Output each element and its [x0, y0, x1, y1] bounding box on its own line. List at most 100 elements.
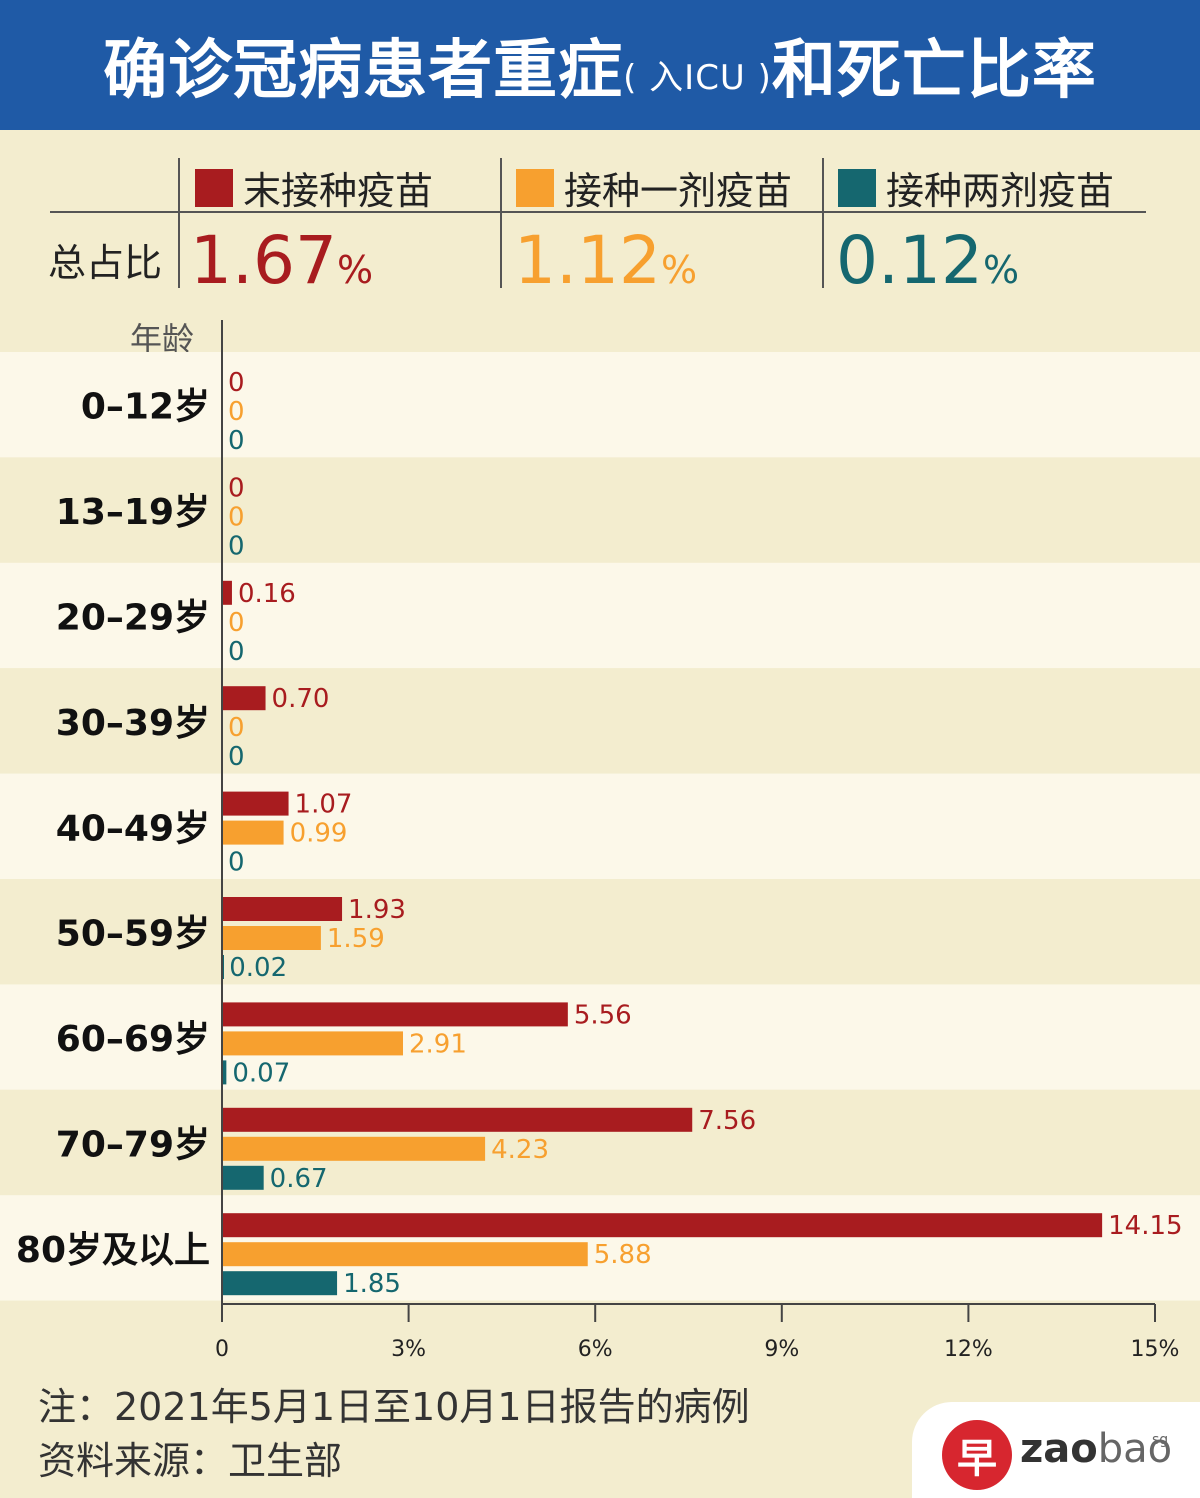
- category-label: 20–29岁: [56, 598, 210, 639]
- data-label: 0.02: [229, 953, 287, 983]
- category-label: 0–12岁: [81, 387, 210, 428]
- logo-suffix: sg: [1152, 1432, 1169, 1448]
- category-label: 80岁及以上: [16, 1230, 210, 1271]
- bar: [222, 1031, 404, 1056]
- title-banner: 确诊冠病患者重症( 入ICU )和死亡比率: [0, 0, 1200, 130]
- row-band: [0, 668, 1200, 774]
- row-band: [0, 1195, 1200, 1301]
- bar: [222, 820, 284, 845]
- category-label: 60–69岁: [56, 1019, 210, 1060]
- x-tick-label: 12%: [944, 1337, 993, 1362]
- data-label: 7.56: [698, 1106, 756, 1136]
- total-unit: %: [982, 248, 1020, 292]
- data-label: 0: [228, 742, 245, 772]
- bar: [222, 1002, 568, 1027]
- data-label: 1.93: [348, 895, 406, 925]
- x-tick-label: 0: [215, 1337, 229, 1362]
- data-label: 0.70: [272, 684, 330, 714]
- bar: [222, 1107, 693, 1132]
- data-label: 0: [228, 637, 245, 667]
- total-number: 1.12: [514, 222, 661, 299]
- brand-logo: 早 zaobao sg: [912, 1402, 1200, 1498]
- data-label: 0.07: [232, 1058, 290, 1088]
- logo-text-bold: zao: [1020, 1426, 1098, 1472]
- legend-swatch: [195, 168, 233, 207]
- data-label: 2.91: [409, 1029, 467, 1059]
- x-tick-label: 15%: [1131, 1337, 1180, 1362]
- legend-swatch: [838, 168, 876, 207]
- total-number: 0.12: [836, 222, 983, 299]
- x-tick-label: 3%: [391, 1337, 426, 1362]
- category-label: 50–59岁: [56, 914, 210, 955]
- bar: [222, 1060, 227, 1085]
- table-rule: [50, 211, 1146, 213]
- bar: [222, 686, 266, 711]
- logo-mark: 早: [942, 1420, 1012, 1490]
- category-label: 40–49岁: [56, 808, 210, 849]
- total-number: 1.67: [190, 222, 337, 299]
- data-label: 0: [228, 502, 245, 532]
- bar: [222, 791, 289, 816]
- y-axis-label: 年龄: [130, 320, 195, 358]
- row-band: [0, 984, 1200, 1090]
- legend-swatch: [516, 168, 554, 207]
- legend-item-two-dose: 接种两剂疫苗: [838, 160, 1114, 215]
- category-label: 13–19岁: [56, 492, 210, 533]
- row-band: [0, 773, 1200, 879]
- source-note: 资料来源：卫生部: [38, 1439, 343, 1483]
- x-tick-label: 9%: [764, 1337, 799, 1362]
- bar: [222, 1165, 264, 1190]
- bar: [222, 1271, 338, 1296]
- table-divider: [500, 158, 502, 288]
- legend-item-one-dose: 接种一剂疫苗: [516, 160, 792, 215]
- table-divider: [178, 158, 180, 288]
- data-label: 0: [228, 531, 245, 561]
- row-band: [0, 1089, 1200, 1196]
- data-label: 0: [228, 608, 245, 638]
- logo-wordmark: zaobao: [1020, 1426, 1172, 1472]
- data-label: 0.16: [238, 579, 296, 609]
- total-unit: %: [336, 248, 374, 292]
- logo-text-light: bao: [1097, 1426, 1173, 1472]
- row-band: [0, 352, 1200, 458]
- bar: [222, 1242, 588, 1267]
- bar: [222, 1213, 1103, 1238]
- legend-label: 接种一剂疫苗: [564, 169, 793, 213]
- bar: [222, 897, 343, 921]
- chart-title: 确诊冠病患者重症( 入ICU )和死亡比率: [103, 19, 1097, 111]
- data-label: 5.56: [574, 1000, 632, 1030]
- data-label: 0.99: [290, 819, 348, 849]
- x-tick-label: 6%: [578, 1337, 613, 1362]
- data-label: 0: [228, 473, 245, 503]
- title-main: 确诊冠病患者重症: [103, 34, 624, 108]
- data-label: 1.07: [295, 790, 353, 820]
- category-label: 70–79岁: [56, 1125, 210, 1166]
- table-divider: [822, 158, 824, 288]
- data-label: 0: [228, 368, 245, 398]
- bar: [222, 926, 321, 950]
- legend-label: 末接种疫苗: [243, 169, 434, 213]
- row-band: [0, 879, 1200, 985]
- bar: [222, 580, 232, 605]
- total-label: 总占比: [48, 241, 163, 285]
- total-unit: %: [660, 248, 698, 292]
- title-paren: ( 入ICU ): [623, 57, 772, 98]
- category-label: 30–39岁: [56, 703, 210, 744]
- legend-label: 接种两剂疫苗: [886, 169, 1115, 213]
- data-label: 0.67: [270, 1164, 328, 1194]
- row-band: [0, 562, 1200, 669]
- data-label: 0: [228, 713, 245, 743]
- data-label: 1.59: [327, 924, 385, 954]
- total-value-unvaccinated: 1.67%: [190, 222, 373, 299]
- data-label: 14.15: [1108, 1211, 1182, 1241]
- data-label: 5.88: [594, 1240, 652, 1270]
- legend-item-unvaccinated: 末接种疫苗: [195, 160, 433, 215]
- row-band: [0, 457, 1200, 563]
- total-value-two-dose: 0.12%: [836, 222, 1019, 299]
- total-value-one-dose: 1.12%: [514, 222, 697, 299]
- title-tail: 和死亡比率: [771, 34, 1097, 108]
- data-label: 4.23: [491, 1135, 549, 1165]
- data-label: 1.85: [343, 1269, 401, 1299]
- data-label: 0: [228, 397, 245, 427]
